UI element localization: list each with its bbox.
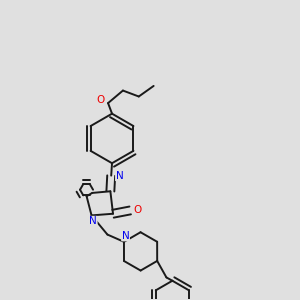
- Text: N: N: [116, 171, 123, 181]
- Text: O: O: [133, 205, 142, 215]
- Text: N: N: [122, 231, 129, 241]
- Text: N: N: [89, 216, 97, 226]
- Text: O: O: [97, 95, 105, 105]
